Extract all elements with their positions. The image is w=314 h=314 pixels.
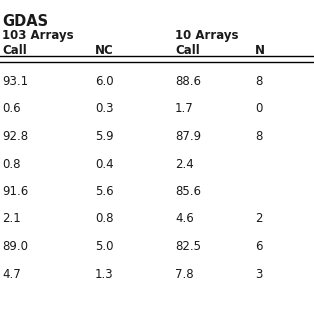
Text: 5.9: 5.9	[95, 130, 114, 143]
Text: NC: NC	[95, 44, 114, 57]
Text: 2: 2	[255, 213, 263, 225]
Text: 6: 6	[255, 240, 263, 253]
Text: 8: 8	[255, 130, 263, 143]
Text: GDAS: GDAS	[2, 14, 48, 29]
Text: 7.8: 7.8	[175, 268, 194, 280]
Text: 3: 3	[255, 268, 263, 280]
Text: 88.6: 88.6	[175, 75, 201, 88]
Text: 103 Arrays: 103 Arrays	[2, 29, 73, 42]
Text: 1.7: 1.7	[175, 102, 194, 116]
Text: 0.3: 0.3	[95, 102, 113, 116]
Text: 0: 0	[255, 102, 263, 116]
Text: 1.3: 1.3	[95, 268, 114, 280]
Text: 6.0: 6.0	[95, 75, 114, 88]
Text: 82.5: 82.5	[175, 240, 201, 253]
Text: 2.4: 2.4	[175, 158, 194, 171]
Text: 91.6: 91.6	[2, 185, 28, 198]
Text: 2.1: 2.1	[2, 213, 21, 225]
Text: 0.8: 0.8	[95, 213, 113, 225]
Text: 93.1: 93.1	[2, 75, 28, 88]
Text: 5.6: 5.6	[95, 185, 114, 198]
Text: 8: 8	[255, 75, 263, 88]
Text: 0.6: 0.6	[2, 102, 21, 116]
Text: 4.7: 4.7	[2, 268, 21, 280]
Text: 0.4: 0.4	[95, 158, 114, 171]
Text: Call: Call	[175, 44, 200, 57]
Text: 0.8: 0.8	[2, 158, 20, 171]
Text: 87.9: 87.9	[175, 130, 201, 143]
Text: 89.0: 89.0	[2, 240, 28, 253]
Text: 5.0: 5.0	[95, 240, 113, 253]
Text: 85.6: 85.6	[175, 185, 201, 198]
Text: 4.6: 4.6	[175, 213, 194, 225]
Text: Call: Call	[2, 44, 27, 57]
Text: 10 Arrays: 10 Arrays	[175, 29, 239, 42]
Text: 92.8: 92.8	[2, 130, 28, 143]
Text: N: N	[255, 44, 265, 57]
